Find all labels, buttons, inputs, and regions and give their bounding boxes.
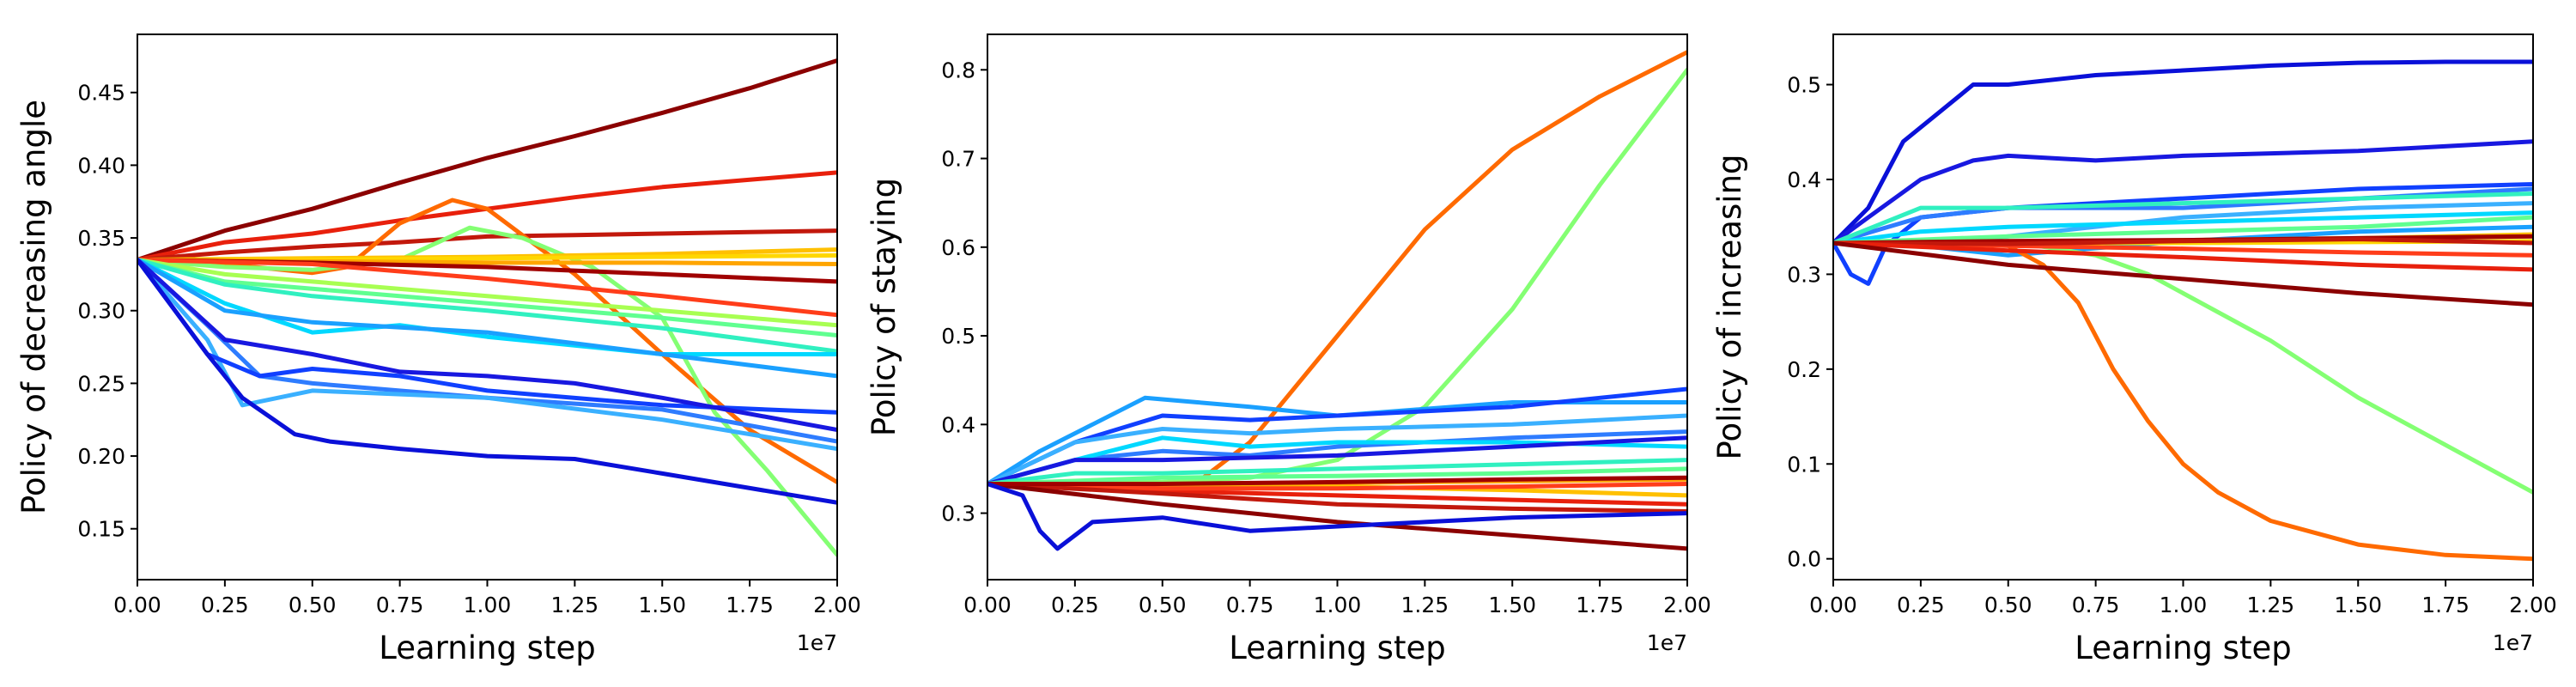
- y-tick-label: 0.40: [77, 153, 125, 178]
- x-tick-label: 0.50: [1139, 593, 1187, 617]
- x-tick-label: 1.00: [1314, 593, 1362, 617]
- x-axis-label: Learning step: [2075, 629, 2291, 666]
- x-tick-label: 0.75: [1226, 593, 1274, 617]
- series-line: [137, 258, 837, 505]
- series-line: [987, 67, 1687, 486]
- series-line: [987, 482, 1687, 514]
- series-line: [987, 466, 1687, 486]
- x-tick-label: 1.25: [2247, 593, 2295, 617]
- x-tick-label: 0.25: [1051, 593, 1099, 617]
- y-tick-label: 0.15: [77, 517, 125, 542]
- y-tick-label: 0.2: [1787, 357, 1821, 382]
- series-group: [1833, 59, 2533, 562]
- y-tick-label: 0.8: [941, 58, 975, 82]
- series-line: [137, 258, 837, 415]
- x-tick-label: 2.00: [813, 593, 861, 617]
- chart-panel-2: 0.00 0.25 0.50 0.75 1.00 1.25 1.50 1.75 2.00 0.3 0…: [866, 33, 1711, 666]
- x-tick-label: 0.00: [963, 593, 1012, 617]
- series-line: [1833, 59, 2533, 246]
- series-line: [987, 475, 1687, 486]
- x-tick-label: 1.75: [1576, 593, 1624, 617]
- x-offset-label: 1e7: [2493, 630, 2533, 655]
- x-tick-label: 0.00: [1809, 593, 1857, 617]
- series-line: [987, 435, 1687, 486]
- series-line: [1833, 240, 2533, 307]
- y-tick-label: 0.5: [1787, 73, 1821, 98]
- y-tick-label: 0.4: [941, 412, 975, 437]
- series-line: [1833, 215, 2533, 246]
- series-line: [987, 413, 1687, 486]
- y-tick-label: 0.3: [1787, 262, 1821, 287]
- series-line: [137, 258, 837, 328]
- series-line: [1833, 240, 2533, 272]
- series-line: [987, 482, 1687, 491]
- x-tick-label: 2.00: [2509, 593, 2557, 617]
- series-line: [137, 258, 837, 354]
- x-tick-label: 0.50: [1984, 593, 2032, 617]
- x-tick-label: 1.25: [1401, 593, 1449, 617]
- x-offset-label: 1e7: [797, 630, 837, 655]
- series-line: [1833, 139, 2533, 246]
- series-line: [137, 258, 837, 433]
- chart-panel-3: 0.00 0.25 0.50 0.75 1.00 1.25 1.50 1.75 2.00 0.0 0…: [1711, 33, 2557, 666]
- y-tick-label: 0.6: [941, 235, 975, 260]
- x-tick-label: 1.50: [638, 593, 686, 617]
- x-tick-label: 1.50: [2334, 593, 2382, 617]
- y-axis-label: Policy of decreasing angle: [15, 100, 52, 514]
- x-tick-label: 1.00: [464, 593, 512, 617]
- series-line: [987, 458, 1687, 486]
- y-tick-label: 0.30: [77, 299, 125, 324]
- series-line: [1833, 237, 2533, 246]
- series-line: [1833, 192, 2533, 246]
- chart-panel-1: 0.00 0.25 0.50 0.75 1.00 1.25 1.50 1.75 2.00 0.15…: [15, 33, 861, 666]
- series-line: [1833, 210, 2533, 246]
- x-axis-label: Learning step: [1229, 629, 1445, 666]
- y-axis-label: Policy of increasing: [1711, 154, 1748, 459]
- y-tick-label: 0.35: [77, 226, 125, 251]
- series-line: [137, 258, 837, 379]
- series-line: [137, 258, 837, 337]
- x-tick-label: 0.25: [1897, 593, 1945, 617]
- y-tick-label: 0.45: [77, 81, 125, 106]
- y-tick-label: 0.7: [941, 147, 975, 172]
- series-line: [987, 482, 1687, 551]
- x-tick-label: 0.50: [289, 593, 337, 617]
- series-line: [137, 258, 837, 318]
- y-tick-label: 0.25: [77, 371, 125, 396]
- x-offset-label: 1e7: [1647, 630, 1687, 655]
- series-line: [987, 395, 1687, 486]
- y-tick-label: 0.4: [1787, 167, 1821, 192]
- y-tick-label: 0.0: [1787, 547, 1821, 572]
- series-line: [137, 58, 837, 262]
- series-line: [987, 386, 1687, 486]
- x-tick-label: 1.00: [2160, 593, 2208, 617]
- y-tick-label: 0.3: [941, 502, 975, 526]
- series-line: [137, 228, 837, 262]
- x-tick-label: 1.50: [1488, 593, 1536, 617]
- series-line: [987, 482, 1687, 551]
- y-tick-label: 0.1: [1787, 452, 1821, 477]
- x-tick-label: 2.00: [1663, 593, 1711, 617]
- x-axis-label: Learning step: [379, 629, 595, 666]
- x-tick-label: 0.75: [2072, 593, 2120, 617]
- x-tick-label: 1.25: [551, 593, 599, 617]
- x-tick-label: 0.00: [113, 593, 161, 617]
- x-tick-label: 1.75: [726, 593, 774, 617]
- series-group: [987, 50, 1687, 551]
- y-axis-label: Policy of staying: [866, 178, 902, 436]
- y-tick-label: 0.5: [941, 324, 975, 349]
- x-tick-label: 0.25: [201, 593, 249, 617]
- x-tick-label: 0.75: [376, 593, 424, 617]
- series-line: [137, 258, 837, 452]
- y-tick-label: 0.20: [77, 444, 125, 469]
- x-tick-label: 1.75: [2421, 593, 2470, 617]
- series-group: [137, 58, 837, 557]
